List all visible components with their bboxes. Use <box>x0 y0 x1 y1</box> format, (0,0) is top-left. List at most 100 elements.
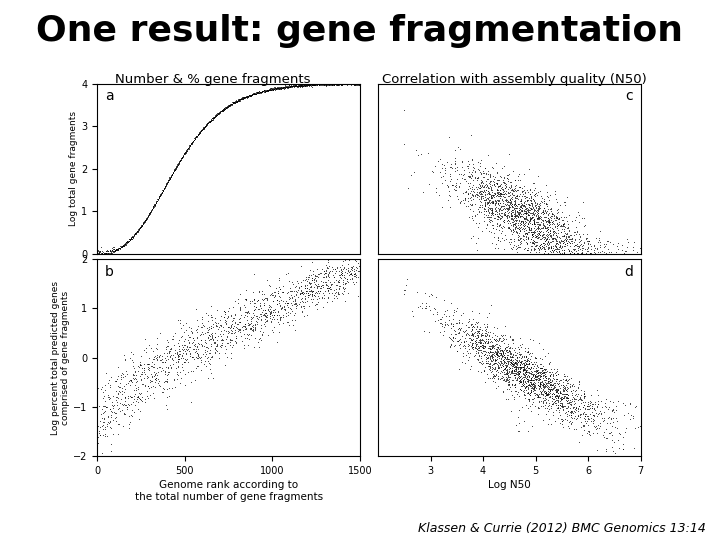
Point <box>179 148 190 157</box>
Point <box>560 249 572 258</box>
Point <box>204 116 215 125</box>
Point <box>500 343 511 352</box>
Point <box>565 418 577 427</box>
Point <box>271 85 283 94</box>
Point <box>271 295 283 304</box>
Point <box>206 333 217 341</box>
Point <box>349 268 361 277</box>
Point <box>560 386 572 395</box>
Point <box>564 403 576 412</box>
Point <box>521 357 533 366</box>
Point <box>482 357 494 366</box>
Point <box>523 378 535 387</box>
Point <box>165 172 176 181</box>
Point <box>486 344 498 353</box>
Point <box>161 180 172 188</box>
Point <box>490 159 502 168</box>
Point <box>504 195 516 204</box>
Point <box>539 249 551 258</box>
Point <box>527 210 539 218</box>
Point <box>494 207 505 215</box>
Point <box>513 208 524 217</box>
Point <box>557 237 568 245</box>
Point <box>544 231 556 239</box>
Point <box>341 80 353 89</box>
Point <box>166 170 177 178</box>
Point <box>94 430 106 439</box>
Point <box>352 80 364 89</box>
Point <box>519 384 531 393</box>
Point <box>231 97 243 105</box>
Point <box>523 201 534 210</box>
Point <box>470 183 482 191</box>
Point <box>493 359 505 368</box>
Point <box>150 200 161 209</box>
Point <box>547 395 559 403</box>
Point <box>510 197 521 206</box>
Point <box>171 163 182 171</box>
Point <box>125 393 137 401</box>
Point <box>167 168 179 177</box>
Point <box>514 357 526 366</box>
Point <box>193 130 204 138</box>
Point <box>417 187 428 196</box>
Point <box>569 249 580 258</box>
Point <box>510 224 521 233</box>
Point <box>96 388 108 396</box>
Point <box>459 342 471 350</box>
Point <box>213 109 225 118</box>
Point <box>175 324 186 333</box>
Point <box>531 210 542 219</box>
Point <box>341 79 353 88</box>
Point <box>539 373 550 381</box>
Point <box>316 292 328 301</box>
Point <box>536 240 547 249</box>
Point <box>548 381 559 390</box>
Point <box>349 80 361 89</box>
Point <box>307 273 318 282</box>
Point <box>484 360 495 368</box>
Point <box>490 198 502 207</box>
Point <box>554 234 565 242</box>
Point <box>570 415 581 424</box>
Point <box>467 232 479 241</box>
Point <box>472 344 484 353</box>
Point <box>168 375 179 384</box>
Point <box>199 122 211 130</box>
Point <box>487 211 498 220</box>
Point <box>492 352 503 361</box>
Point <box>563 227 575 236</box>
Point <box>114 244 126 253</box>
Point <box>466 342 477 350</box>
Point <box>105 249 117 258</box>
Point <box>167 168 179 177</box>
Point <box>534 364 546 373</box>
Point <box>487 341 499 349</box>
Point <box>188 334 199 343</box>
Point <box>422 149 433 158</box>
Point <box>148 202 160 211</box>
Point <box>543 415 554 423</box>
Point <box>299 295 310 303</box>
Point <box>516 357 527 366</box>
Point <box>510 192 522 200</box>
Point <box>563 396 575 404</box>
Point <box>510 370 521 379</box>
Point <box>523 200 535 208</box>
Point <box>547 400 559 408</box>
Point <box>566 397 577 406</box>
Point <box>506 186 518 194</box>
Point <box>449 306 460 315</box>
Point <box>312 280 324 288</box>
Point <box>314 80 325 89</box>
Point <box>139 380 150 389</box>
Point <box>348 262 359 271</box>
Point <box>487 198 498 206</box>
Point <box>210 332 221 341</box>
Point <box>572 407 584 415</box>
Point <box>520 369 531 378</box>
Point <box>525 195 536 204</box>
Point <box>315 277 327 286</box>
Point <box>324 277 336 286</box>
Point <box>212 111 223 119</box>
